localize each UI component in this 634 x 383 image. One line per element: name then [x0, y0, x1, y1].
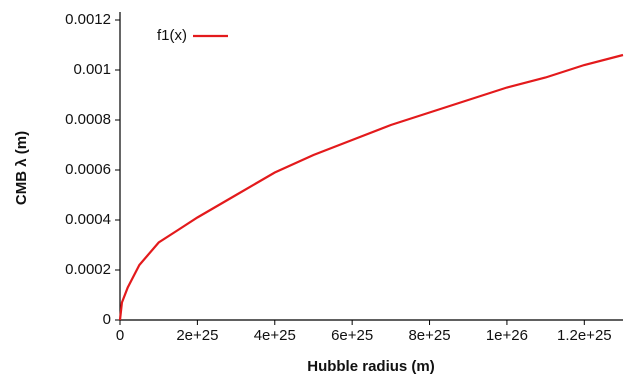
y-tick-label: 0.0004 — [65, 211, 111, 228]
y-tick-label: 0.0002 — [65, 261, 111, 278]
y-tick-label: 0.0006 — [65, 161, 111, 178]
y-tick-label: 0.0008 — [65, 111, 111, 128]
x-tick-label: 1.2e+25 — [557, 327, 612, 344]
line-series — [118, 53, 624, 321]
y-tick-label: 0 — [103, 311, 111, 328]
legend-label: f1(x) — [157, 27, 187, 44]
x-axis-label: Hubble radius (m) — [307, 358, 435, 375]
x-tick-label: 4e+25 — [254, 327, 296, 344]
y-tick-label: 0.0012 — [65, 11, 111, 28]
x-tick-label: 6e+25 — [331, 327, 373, 344]
x-tick-label: 0 — [116, 327, 124, 344]
y-axis-label: CMB λ (m) — [13, 131, 30, 205]
x-tick-label: 2e+25 — [176, 327, 218, 344]
x-tick-label: 8e+25 — [408, 327, 450, 344]
x-tick-label: 1e+26 — [486, 327, 528, 344]
y-tick-label: 0.001 — [73, 61, 111, 78]
